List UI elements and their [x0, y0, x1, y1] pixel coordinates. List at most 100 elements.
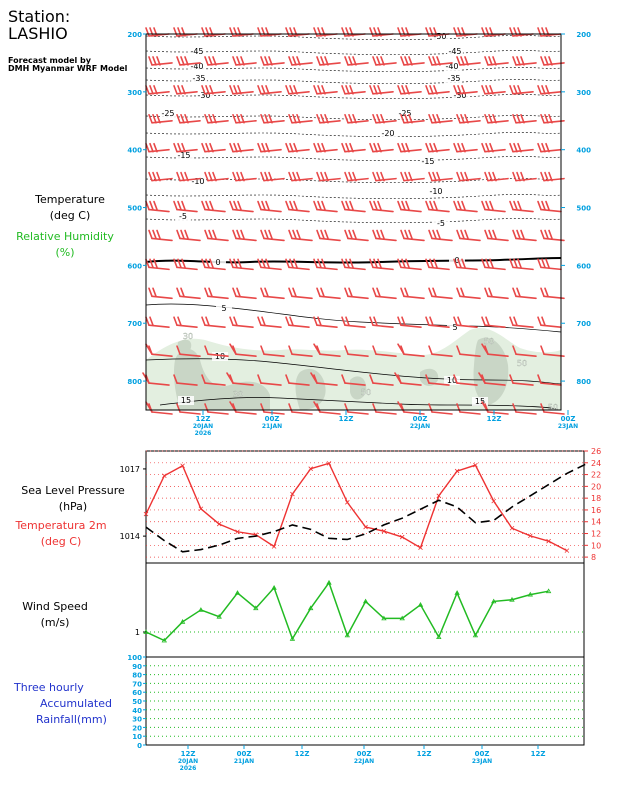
wind-barb-feather	[324, 56, 329, 66]
wind-barb-feather	[509, 27, 514, 37]
wind-barb-feather	[404, 171, 409, 182]
wind-barb-feather	[212, 56, 217, 66]
rain-time-tick-label: 00Z	[475, 750, 490, 758]
isotherm-label-bg	[428, 187, 444, 196]
wind-barb	[288, 345, 313, 357]
wind-barb	[512, 345, 537, 357]
wind-barb-feather	[401, 200, 406, 211]
wind-barb-feather	[461, 200, 466, 211]
temp2m-point	[546, 538, 551, 544]
isotherm-dashed	[145, 79, 562, 84]
wind-barb-shaft	[515, 295, 537, 300]
wind-barb-feather	[344, 403, 349, 413]
wind-barb-feather	[373, 258, 378, 269]
wind-barb-feather	[513, 27, 518, 37]
wind-barb-shaft	[515, 237, 537, 242]
wind-barb	[313, 27, 338, 37]
wind-barb	[285, 374, 310, 386]
wind-barb	[369, 85, 394, 95]
wind-barb-feather	[408, 113, 413, 124]
wind-barb	[456, 287, 481, 300]
rain-tick-label: 100	[127, 654, 142, 662]
wind-barb-feather	[376, 287, 381, 298]
time-tick-label-date: 22JAN	[410, 423, 430, 430]
wind-barb-feather	[321, 200, 326, 211]
wind-barb-feather	[261, 85, 266, 95]
isotherm-label: -5	[437, 219, 445, 228]
wind-barb-feather	[229, 200, 234, 211]
wind-barb-shaft	[344, 208, 366, 213]
wind-barb-shaft	[347, 237, 369, 242]
rainfall-label-line3: Rainfall(mm)	[36, 713, 107, 726]
wind-barb-feather	[541, 316, 546, 327]
wind-barb	[456, 56, 481, 66]
wind-barb-feather	[544, 229, 549, 240]
wind-barb-shaft	[288, 208, 310, 213]
wind-barb-feather	[229, 343, 237, 355]
wind-barb-feather	[460, 56, 465, 66]
wind-barb-feather	[516, 171, 521, 182]
wind-barb-feather	[173, 200, 178, 211]
isotherm-label: -40	[190, 62, 203, 71]
wind-barb-feather	[317, 258, 322, 269]
wind-barb	[316, 287, 341, 300]
wind-barb-feather	[457, 27, 462, 37]
wind-barb-feather	[457, 200, 462, 211]
wind-barb	[288, 229, 313, 242]
humidity-contour-label: 50	[484, 337, 494, 346]
wind-barb	[145, 27, 170, 37]
humidity-fill-dark-4	[473, 337, 509, 405]
isotherm-label: -30	[197, 91, 210, 100]
wind-barb-feather	[177, 27, 182, 37]
wind-barb-shaft	[151, 353, 173, 357]
wind-barb	[232, 113, 257, 124]
wind-barb-feather	[537, 27, 542, 37]
wind-barb	[369, 27, 394, 37]
wind-barb-shaft	[487, 353, 509, 357]
temp2m-point	[308, 466, 313, 471]
wind-barb-feather	[177, 316, 182, 327]
wind-barb-shaft	[403, 237, 425, 242]
wind-barb-feather	[433, 27, 438, 37]
wind-barb	[201, 142, 226, 153]
wind-barb-feather	[512, 287, 517, 298]
wind-barb-shaft	[428, 208, 450, 213]
wind-barb-feather	[289, 258, 294, 269]
wind-barb-feather	[260, 56, 265, 66]
wind-barb-feather	[380, 56, 385, 66]
wind-barb-feather	[201, 85, 206, 95]
wind-barb-shaft	[232, 266, 254, 271]
wind-barb-feather	[540, 56, 545, 66]
wind-barb-feather	[464, 113, 469, 124]
wind-barb-shaft	[288, 382, 310, 386]
wind-barb-feather	[268, 56, 273, 66]
wind-point	[491, 598, 497, 604]
temp2m-point	[326, 461, 332, 466]
wind-barb-feather	[209, 142, 214, 153]
wind-barb-shaft	[375, 237, 397, 242]
isotherm-label: -15	[421, 157, 434, 166]
wind-barb-feather	[232, 56, 237, 66]
wind-barb	[176, 113, 201, 124]
wind-barb	[425, 374, 450, 386]
wind-barb	[229, 142, 254, 153]
wind-barb-feather	[232, 171, 237, 182]
wind-barb	[229, 316, 254, 329]
wind-barb-feather	[349, 85, 354, 95]
wind-barb-feather	[233, 200, 238, 211]
wind-barb	[344, 287, 369, 300]
wind-barb-feather	[489, 258, 494, 269]
wind-barb	[512, 113, 537, 124]
wind-barb	[509, 27, 534, 37]
wind-barb-feather	[176, 229, 181, 240]
wind-barb	[512, 171, 537, 182]
wind-barb-feather	[433, 200, 438, 211]
isotherm-dashed	[145, 218, 562, 223]
wind-barb-feather	[373, 200, 378, 211]
rain-tick-label: 0	[137, 742, 142, 750]
wind-barb-feather	[321, 27, 326, 37]
wind-barb-shaft	[400, 382, 422, 386]
t2m-label: Temperatura 2m (deg C)	[0, 518, 122, 550]
pressure-tick-label-right: 800	[576, 378, 591, 386]
wind-tick-label: 1	[135, 628, 140, 637]
